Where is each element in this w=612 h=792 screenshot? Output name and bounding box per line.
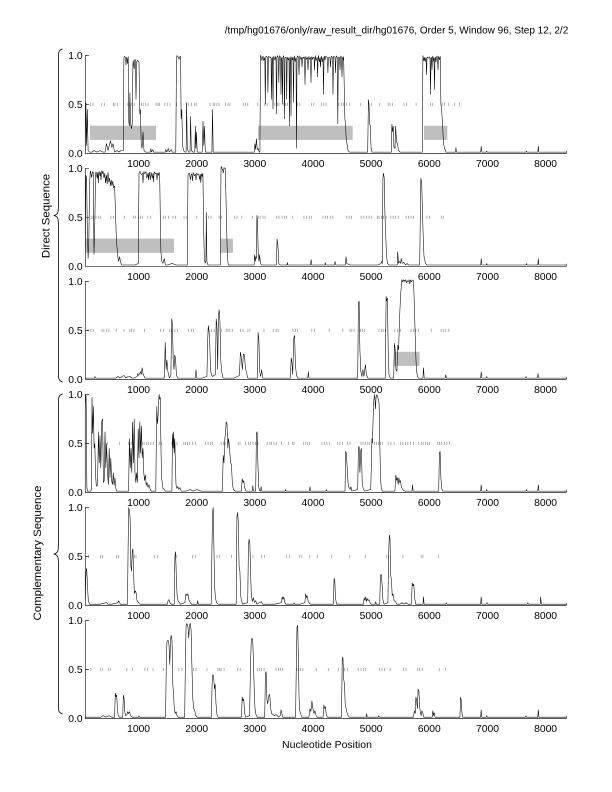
svg-text:2000: 2000 [185, 498, 208, 509]
svg-text:8000: 8000 [534, 159, 557, 170]
svg-text:5000: 5000 [360, 272, 383, 283]
svg-text:3000: 3000 [243, 724, 266, 735]
svg-text:1.0: 1.0 [68, 51, 83, 62]
svg-text:3000: 3000 [243, 159, 266, 170]
svg-text:0.0: 0.0 [68, 262, 83, 273]
svg-text:5000: 5000 [360, 498, 383, 509]
svg-text:1000: 1000 [127, 159, 150, 170]
svg-text:8000: 8000 [534, 611, 557, 622]
svg-text:8000: 8000 [534, 385, 557, 396]
svg-text:1000: 1000 [127, 611, 150, 622]
svg-text:1.0: 1.0 [68, 503, 83, 514]
svg-text:7000: 7000 [476, 611, 499, 622]
svg-text:8000: 8000 [534, 724, 557, 735]
svg-text:8000: 8000 [534, 498, 557, 509]
svg-text:1000: 1000 [127, 272, 150, 283]
svg-text:1.0: 1.0 [68, 277, 83, 288]
svg-text:3000: 3000 [243, 385, 266, 396]
svg-text:1000: 1000 [127, 724, 150, 735]
svg-text:7000: 7000 [476, 498, 499, 509]
svg-text:3000: 3000 [243, 611, 266, 622]
svg-text:0.0: 0.0 [68, 601, 83, 612]
svg-text:0.5: 0.5 [68, 552, 83, 563]
svg-text:3000: 3000 [243, 498, 266, 509]
svg-text:2000: 2000 [185, 272, 208, 283]
svg-text:0.5: 0.5 [68, 665, 83, 676]
svg-text:1000: 1000 [127, 498, 150, 509]
svg-text:2000: 2000 [185, 611, 208, 622]
svg-text:0.5: 0.5 [68, 439, 83, 450]
svg-text:0.5: 0.5 [68, 213, 83, 224]
svg-text:0.0: 0.0 [68, 714, 83, 725]
svg-text:4000: 4000 [302, 498, 325, 509]
svg-text:Nucleotide Position: Nucleotide Position [282, 739, 372, 751]
svg-text:3000: 3000 [243, 272, 266, 283]
svg-text:0.5: 0.5 [68, 326, 83, 337]
svg-text:8000: 8000 [534, 272, 557, 283]
svg-text:6000: 6000 [418, 498, 441, 509]
svg-text:0.0: 0.0 [68, 375, 83, 386]
svg-text:5000: 5000 [360, 724, 383, 735]
svg-text:4000: 4000 [302, 724, 325, 735]
svg-text:6000: 6000 [418, 272, 441, 283]
svg-text:2000: 2000 [185, 159, 208, 170]
svg-text:0.0: 0.0 [68, 488, 83, 499]
svg-text:5000: 5000 [360, 611, 383, 622]
svg-text:4000: 4000 [302, 385, 325, 396]
svg-text:Complementary Sequence: Complementary Sequence [32, 486, 44, 621]
svg-text:1.0: 1.0 [68, 164, 83, 175]
svg-text:6000: 6000 [418, 724, 441, 735]
svg-text:Direct Sequence: Direct Sequence [41, 174, 53, 258]
svg-text:5000: 5000 [360, 159, 383, 170]
svg-text:1000: 1000 [127, 385, 150, 396]
svg-text:6000: 6000 [418, 159, 441, 170]
svg-text:7000: 7000 [476, 724, 499, 735]
svg-text:2000: 2000 [185, 385, 208, 396]
svg-text:/tmp/hg01676/only/raw_result_d: /tmp/hg01676/only/raw_result_dir/hg01676… [225, 26, 569, 37]
svg-text:6000: 6000 [418, 611, 441, 622]
svg-text:7000: 7000 [476, 159, 499, 170]
svg-text:7000: 7000 [476, 272, 499, 283]
svg-text:1.0: 1.0 [68, 390, 83, 401]
svg-text:2000: 2000 [185, 724, 208, 735]
svg-text:6000: 6000 [418, 385, 441, 396]
svg-text:4000: 4000 [302, 159, 325, 170]
svg-text:7000: 7000 [476, 385, 499, 396]
svg-text:0.5: 0.5 [68, 100, 83, 111]
svg-text:4000: 4000 [302, 272, 325, 283]
svg-text:0.0: 0.0 [68, 149, 83, 160]
svg-text:1.0: 1.0 [68, 616, 83, 627]
svg-text:4000: 4000 [302, 611, 325, 622]
svg-text:5000: 5000 [360, 385, 383, 396]
